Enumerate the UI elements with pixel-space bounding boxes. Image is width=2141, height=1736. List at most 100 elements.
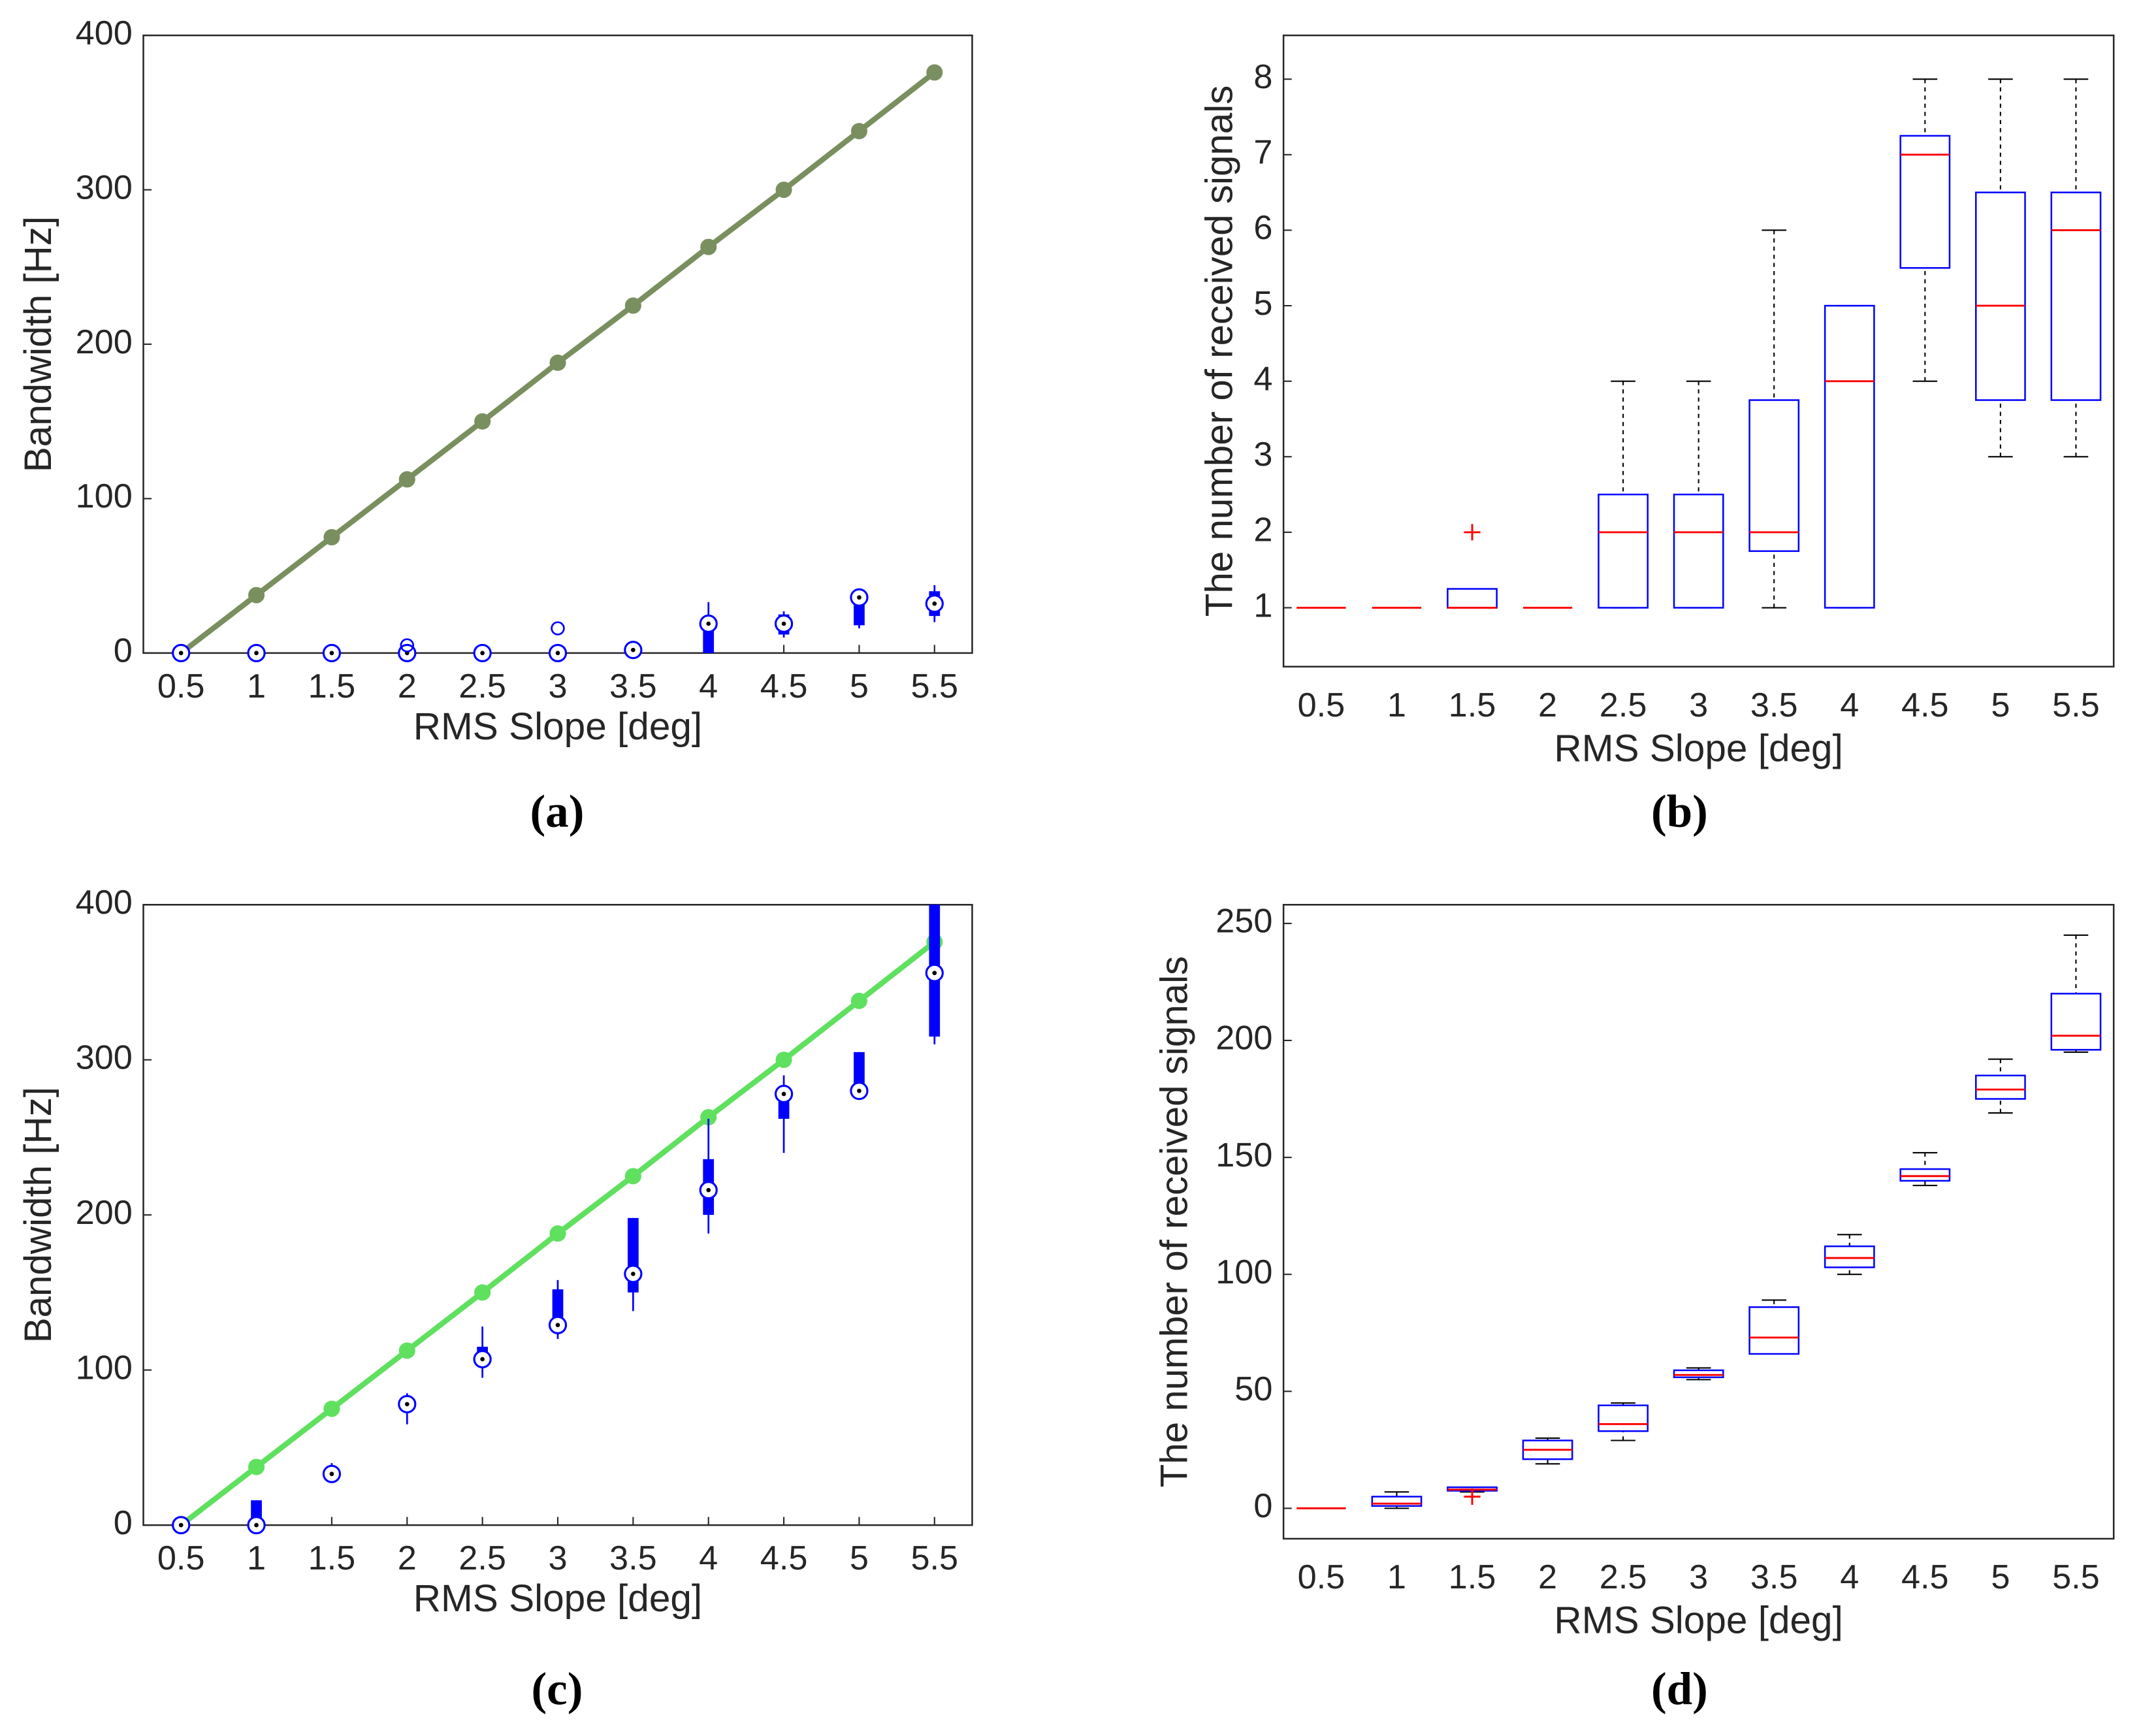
median-dot	[329, 651, 334, 656]
x-axis-label: RMS Slope [deg]	[413, 1577, 702, 1620]
median-dot	[254, 1522, 259, 1528]
median-dot	[631, 647, 636, 652]
line-marker	[549, 1225, 566, 1242]
box	[1748, 1306, 1800, 1355]
line-marker	[775, 182, 792, 199]
y-tick-label: 1	[1253, 587, 1272, 624]
line-marker	[700, 238, 717, 255]
median-dot	[178, 651, 184, 656]
x-tick-label: 3	[1689, 686, 1708, 724]
plot-frame	[1282, 34, 2115, 667]
outlier	[1464, 524, 1481, 541]
x-tick-label: 0.5	[1298, 1558, 1345, 1596]
outlier	[551, 621, 565, 635]
plot-frame	[142, 903, 973, 1526]
x-tick-label: 1	[1387, 686, 1406, 724]
x-tick-label: 1	[247, 667, 266, 705]
y-tick-label: 50	[1234, 1370, 1272, 1408]
line-marker	[474, 1284, 491, 1301]
x-tick-label: 4.5	[1901, 1558, 1949, 1596]
x-tick-label: 4	[1840, 1558, 1859, 1596]
x-tick-label: 3	[548, 667, 567, 705]
x-tick-label: 1.5	[308, 667, 356, 705]
box	[1371, 1496, 1423, 1507]
median-dot	[857, 595, 861, 600]
x-tick-label: 0.5	[1298, 686, 1345, 724]
y-axis-label: Bandwidth [Hz]	[17, 1087, 59, 1343]
y-axis-label: Bandwidth [Hz]	[17, 216, 59, 472]
x-tick-label: 2.5	[1600, 1558, 1647, 1596]
x-tick-label: 1.5	[1449, 1558, 1496, 1596]
line-marker	[624, 297, 641, 314]
y-tick-label: 250	[1215, 903, 1272, 940]
median-dot	[857, 1088, 861, 1093]
box	[1598, 493, 1649, 609]
median-dot	[480, 1357, 485, 1362]
median-dot	[631, 1272, 636, 1276]
x-tick-label: 5.5	[910, 667, 958, 705]
y-tick-label: 0	[114, 632, 133, 670]
y-tick-label: 400	[76, 14, 133, 52]
median-dot	[706, 1187, 711, 1193]
box	[1447, 588, 1498, 609]
x-tick-label: 3.5	[1750, 1558, 1798, 1596]
line-marker	[926, 64, 943, 81]
y-tick-label: 300	[76, 1039, 133, 1077]
box	[1748, 399, 1800, 553]
x-tick-label: 4	[699, 1539, 718, 1577]
box	[2050, 191, 2102, 401]
x-tick-label: 5.5	[2052, 686, 2100, 724]
x-tick-label: 3	[1689, 1558, 1708, 1596]
line-marker	[549, 354, 566, 371]
caption: (b)	[1651, 786, 1708, 837]
y-tick-label: 200	[1215, 1020, 1272, 1057]
x-tick-label: 5	[850, 1539, 869, 1577]
y-tick-label: 7	[1253, 134, 1272, 172]
y-tick-label: 8	[1253, 58, 1272, 96]
x-tick-label: 4	[1840, 686, 1859, 724]
median-dot	[480, 651, 485, 656]
line-marker	[248, 587, 265, 603]
y-tick-label: 6	[1253, 209, 1272, 247]
line-marker	[474, 413, 491, 430]
y-tick-label: 4	[1253, 361, 1272, 398]
x-tick-label: 3.5	[1750, 686, 1798, 724]
x-tick-label: 2.5	[1600, 686, 1647, 724]
box	[1673, 1369, 1724, 1379]
x-tick-label: 0.5	[157, 667, 205, 705]
x-tick-label: 5	[1991, 1558, 2010, 1596]
line-marker	[850, 992, 867, 1009]
box	[1673, 493, 1724, 609]
x-tick-label: 4.5	[1901, 686, 1949, 724]
x-tick-label: 5.5	[910, 1539, 958, 1577]
y-tick-label: 150	[1215, 1136, 1272, 1174]
line-marker	[850, 123, 867, 140]
y-tick-label: 400	[76, 884, 133, 922]
x-tick-label: 1.5	[1449, 686, 1496, 724]
y-axis-label: The number of received signals	[1198, 86, 1240, 617]
y-tick-label: 2	[1253, 511, 1272, 549]
y-tick-label: 5	[1253, 285, 1272, 323]
median-dot	[404, 1402, 410, 1407]
y-tick-label: 200	[76, 1194, 133, 1232]
y-tick-label: 0	[1253, 1487, 1272, 1525]
x-tick-label: 2	[398, 667, 417, 705]
median-dot	[932, 601, 937, 606]
caption: (a)	[530, 786, 585, 837]
line-marker	[323, 529, 340, 546]
line-marker	[700, 1109, 717, 1126]
outlier	[1464, 1488, 1481, 1505]
box	[1899, 1168, 1951, 1182]
y-axis-label: The number of received signals	[1153, 956, 1195, 1488]
median-dot	[329, 1471, 334, 1477]
y-tick-label: 100	[1215, 1253, 1272, 1291]
y-tick-label: 3	[1253, 436, 1272, 474]
x-tick-label: 2.5	[459, 667, 506, 705]
y-tick-label: 200	[76, 323, 133, 361]
median-dot	[781, 1091, 786, 1097]
x-tick-label: 4.5	[760, 1539, 808, 1577]
y-tick-label: 300	[76, 169, 133, 206]
plot-frame	[142, 34, 973, 654]
median-dot	[555, 651, 560, 656]
